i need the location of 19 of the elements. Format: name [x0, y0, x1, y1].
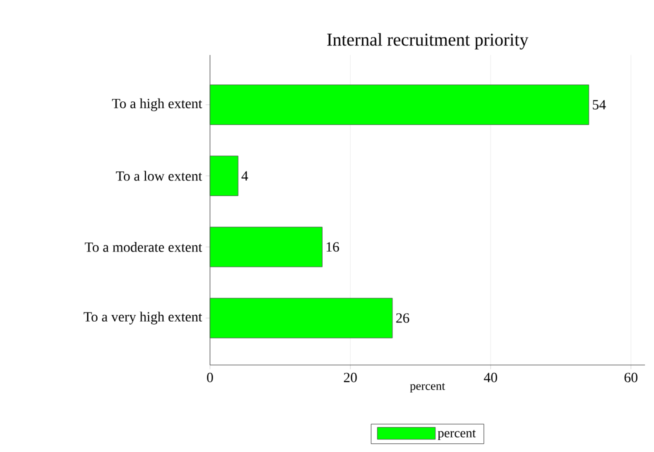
x-axis-title: percent	[410, 383, 446, 392]
data-label: 4	[242, 171, 248, 180]
y-tick-label: To a very high extent	[84, 312, 202, 324]
x-tick-label: 60	[624, 372, 638, 382]
data-label: 26	[396, 313, 410, 323]
legend-label: percent	[438, 430, 476, 440]
x-tick-label: 40	[484, 372, 498, 382]
y-tick-label: To a low extent	[116, 170, 202, 181]
x-tick-label: 20	[344, 372, 357, 382]
bar	[210, 226, 323, 268]
bar	[210, 84, 590, 125]
chart-title: Internal recruitment priority	[327, 33, 528, 50]
bar	[210, 298, 393, 338]
data-label: 54	[592, 100, 606, 110]
y-tick-label: To a moderate extent	[84, 242, 202, 252]
y-tick-label: To a high extent	[112, 98, 202, 112]
x-tick-label: 0	[207, 372, 213, 382]
bar	[210, 156, 238, 196]
data-label: 16	[326, 242, 340, 252]
